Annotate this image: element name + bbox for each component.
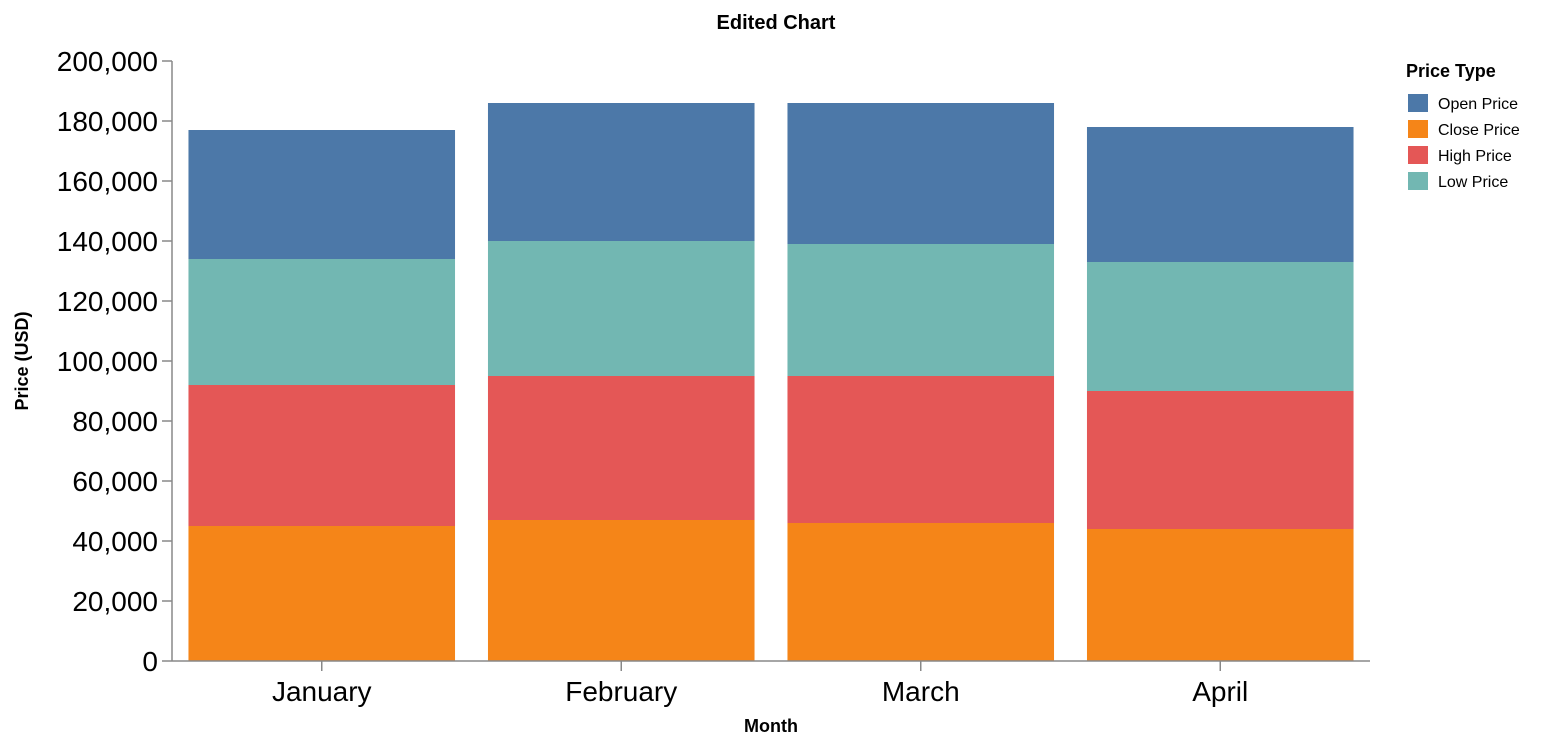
- legend-label: Low Price: [1438, 174, 1508, 191]
- bars-group: [188, 103, 1354, 661]
- y-tick-label: 80,000: [72, 406, 158, 437]
- x-tick-label: January: [272, 676, 372, 707]
- y-tick-label: 140,000: [57, 226, 158, 257]
- bar-january-close-price: [188, 526, 456, 661]
- legend-swatch: [1408, 172, 1428, 190]
- y-tick-label: 120,000: [57, 286, 158, 317]
- x-tick-label: March: [882, 676, 960, 707]
- bar-february-low-price: [487, 241, 755, 376]
- y-tick-label: 100,000: [57, 346, 158, 377]
- bar-march-close-price: [787, 523, 1055, 661]
- legend: Price Type Open Price Close Price High Pri…: [1406, 61, 1520, 191]
- y-tick-label: 200,000: [57, 46, 158, 77]
- x-tick-label: April: [1192, 676, 1248, 707]
- chart-title: Edited Chart: [717, 12, 836, 34]
- x-tick-label: February: [565, 676, 677, 707]
- bar-february-open-price: [487, 103, 755, 241]
- y-axis-title: Price (USD): [12, 311, 32, 410]
- x-axis-title: Month: [744, 716, 798, 736]
- legend-swatch: [1408, 120, 1428, 138]
- y-tick-label: 0: [142, 646, 158, 677]
- bar-january-open-price: [188, 130, 456, 259]
- y-tick-label: 20,000: [72, 586, 158, 617]
- bar-march-high-price: [787, 376, 1055, 523]
- bar-february-high-price: [487, 376, 755, 520]
- legend-label: High Price: [1438, 148, 1512, 165]
- bar-april-low-price: [1086, 262, 1354, 391]
- bar-january-high-price: [188, 385, 456, 526]
- bar-march-low-price: [787, 244, 1055, 376]
- bar-april-open-price: [1086, 127, 1354, 262]
- y-tick-label: 160,000: [57, 166, 158, 197]
- legend-label: Open Price: [1438, 96, 1518, 113]
- legend-title: Price Type: [1406, 61, 1496, 81]
- legend-label: Close Price: [1438, 122, 1520, 139]
- bar-march-open-price: [787, 103, 1055, 244]
- legend-swatch: [1408, 146, 1428, 164]
- bar-january-low-price: [188, 259, 456, 385]
- bar-april-high-price: [1086, 391, 1354, 529]
- legend-swatch: [1408, 94, 1428, 112]
- y-axis: 0 20,000 40,000 60,000 80,000 100,000 120,000 1…: [57, 46, 173, 677]
- bar-april-close-price: [1086, 529, 1354, 661]
- y-tick-label: 60,000: [72, 466, 158, 497]
- y-tick-label: 180,000: [57, 106, 158, 137]
- x-axis: January February March April: [172, 660, 1370, 707]
- bar-february-close-price: [487, 520, 755, 661]
- y-tick-label: 40,000: [72, 526, 158, 557]
